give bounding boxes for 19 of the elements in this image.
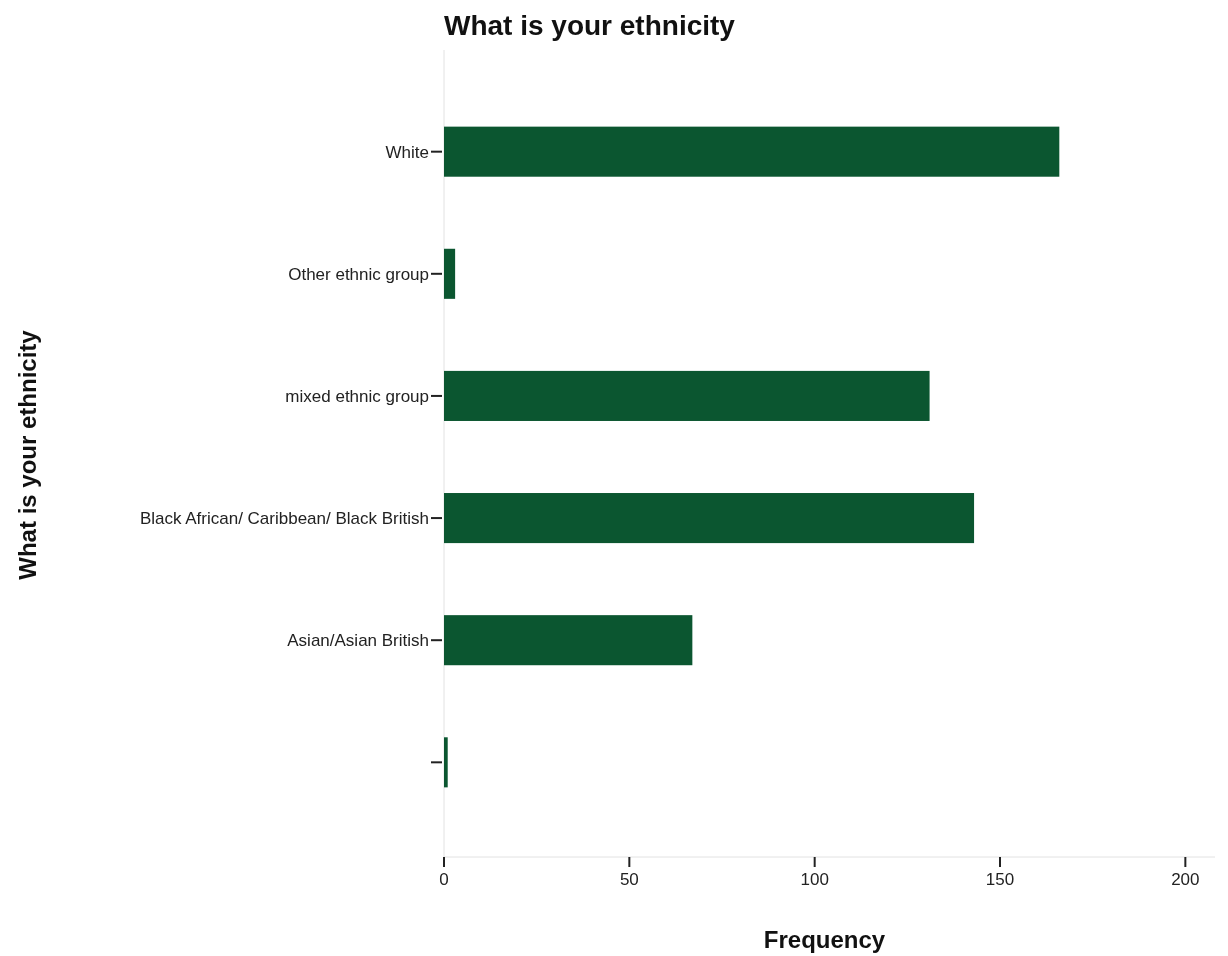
x-axis-title: Frequency — [763, 926, 886, 953]
y-tick-label: Asian/Asian British — [287, 631, 429, 651]
chart-title: What is your ethnicity — [444, 10, 736, 41]
y-tick-label: Black African/ Caribbean/ Black British — [139, 509, 429, 529]
y-tick-label: White — [385, 142, 429, 162]
x-tick-label: 100 — [800, 870, 829, 889]
x-tick-label: 150 — [985, 870, 1015, 889]
bar — [444, 493, 975, 544]
bar — [444, 737, 448, 788]
x-tick-label: 200 — [1171, 870, 1200, 889]
y-axis-title: What is your ethnicity — [14, 329, 41, 580]
y-tick-label: Other ethnic group — [288, 264, 429, 284]
bar — [444, 248, 456, 299]
x-tick-label: 50 — [619, 870, 639, 889]
y-tick-label: mixed ethnic group — [285, 386, 429, 406]
bar — [444, 615, 693, 666]
bar — [444, 370, 930, 421]
bar — [444, 126, 1060, 177]
x-tick-label: 0 — [439, 870, 449, 889]
